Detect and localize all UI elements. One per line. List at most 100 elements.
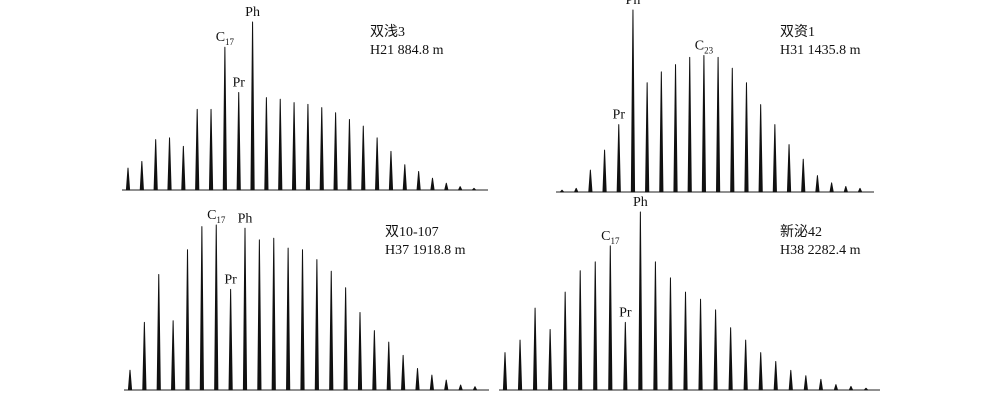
peak	[347, 118, 352, 191]
peak	[278, 98, 283, 191]
chart-subtitle: H37 1918.8 m	[385, 243, 466, 258]
peak	[653, 261, 658, 391]
peak	[361, 125, 366, 191]
chart-title: 双浅3	[370, 24, 405, 40]
peak	[728, 327, 733, 391]
peak	[167, 137, 172, 191]
peak	[532, 307, 538, 391]
peak	[416, 171, 421, 191]
peak	[305, 103, 311, 191]
peak	[574, 187, 579, 193]
peak	[242, 227, 248, 391]
peak	[300, 249, 305, 391]
peak	[291, 102, 297, 191]
peak	[139, 160, 144, 191]
peak-label: Ph	[238, 211, 253, 226]
peak-label: Pr	[232, 76, 245, 91]
peak	[236, 92, 241, 191]
peak	[195, 108, 200, 191]
peak-label: Ph	[633, 195, 648, 210]
peak	[857, 187, 863, 193]
peak-label: Ph	[626, 0, 641, 8]
peak	[429, 374, 434, 391]
peak-label: Ph	[245, 5, 260, 20]
peak	[517, 339, 523, 391]
peak	[715, 56, 721, 193]
peak	[623, 321, 628, 391]
peak	[314, 259, 319, 391]
peak	[563, 291, 568, 391]
peak	[593, 261, 598, 391]
peak	[127, 369, 133, 391]
peak	[833, 384, 839, 391]
chart-subtitle: H21 884.8 m	[370, 43, 444, 58]
peak	[319, 107, 324, 191]
peak	[402, 164, 407, 191]
peak	[472, 386, 478, 391]
chart-title: 双资1	[780, 24, 815, 40]
peak	[758, 352, 763, 391]
peak	[683, 291, 688, 391]
peak-label: C17	[216, 30, 235, 47]
peak	[659, 71, 664, 193]
peak	[630, 9, 636, 193]
peak	[773, 361, 778, 391]
peak	[616, 124, 621, 193]
peak	[638, 211, 643, 391]
peak	[250, 21, 255, 191]
peak	[257, 239, 262, 391]
peak	[744, 82, 749, 193]
peak	[701, 55, 707, 193]
peak	[803, 375, 808, 391]
peak	[730, 67, 735, 193]
peak	[758, 104, 763, 193]
peak	[471, 187, 477, 191]
peak-label: C23	[695, 39, 714, 56]
peak	[848, 385, 854, 391]
peak	[199, 226, 204, 391]
peak	[208, 108, 214, 191]
peak-label: Pr	[613, 108, 626, 123]
peak	[125, 167, 131, 191]
peak	[548, 328, 553, 391]
peak	[444, 379, 449, 391]
peak	[788, 369, 793, 391]
chart-title: 双10-107	[385, 224, 439, 240]
peak	[388, 150, 394, 191]
peak	[698, 298, 703, 391]
peak	[772, 124, 777, 193]
peak	[185, 249, 190, 391]
peak-label: Pr	[619, 305, 632, 320]
peak	[286, 247, 291, 391]
chart-subtitle: H31 1435.8 m	[780, 43, 861, 58]
peak	[843, 186, 848, 193]
peak	[588, 169, 593, 193]
peak	[801, 158, 806, 193]
peak	[743, 339, 748, 391]
peak	[602, 149, 607, 193]
peak	[156, 274, 161, 391]
peak	[502, 352, 508, 391]
peak	[271, 237, 276, 391]
peak	[458, 186, 463, 191]
peak	[264, 97, 269, 191]
peak	[329, 270, 334, 391]
peak	[818, 378, 823, 391]
peak	[142, 321, 147, 391]
peak	[386, 341, 391, 391]
peak	[372, 330, 377, 391]
peak	[375, 137, 380, 191]
peak	[673, 64, 678, 193]
peak	[668, 277, 673, 391]
peak-label: C17	[601, 229, 620, 246]
peak	[444, 182, 449, 191]
peak	[829, 182, 834, 193]
peak	[214, 224, 219, 391]
peak	[228, 288, 233, 391]
peak	[153, 139, 158, 191]
peak	[343, 287, 348, 391]
peak	[181, 145, 186, 191]
peak	[458, 384, 463, 391]
peak-label: Pr	[224, 272, 237, 287]
